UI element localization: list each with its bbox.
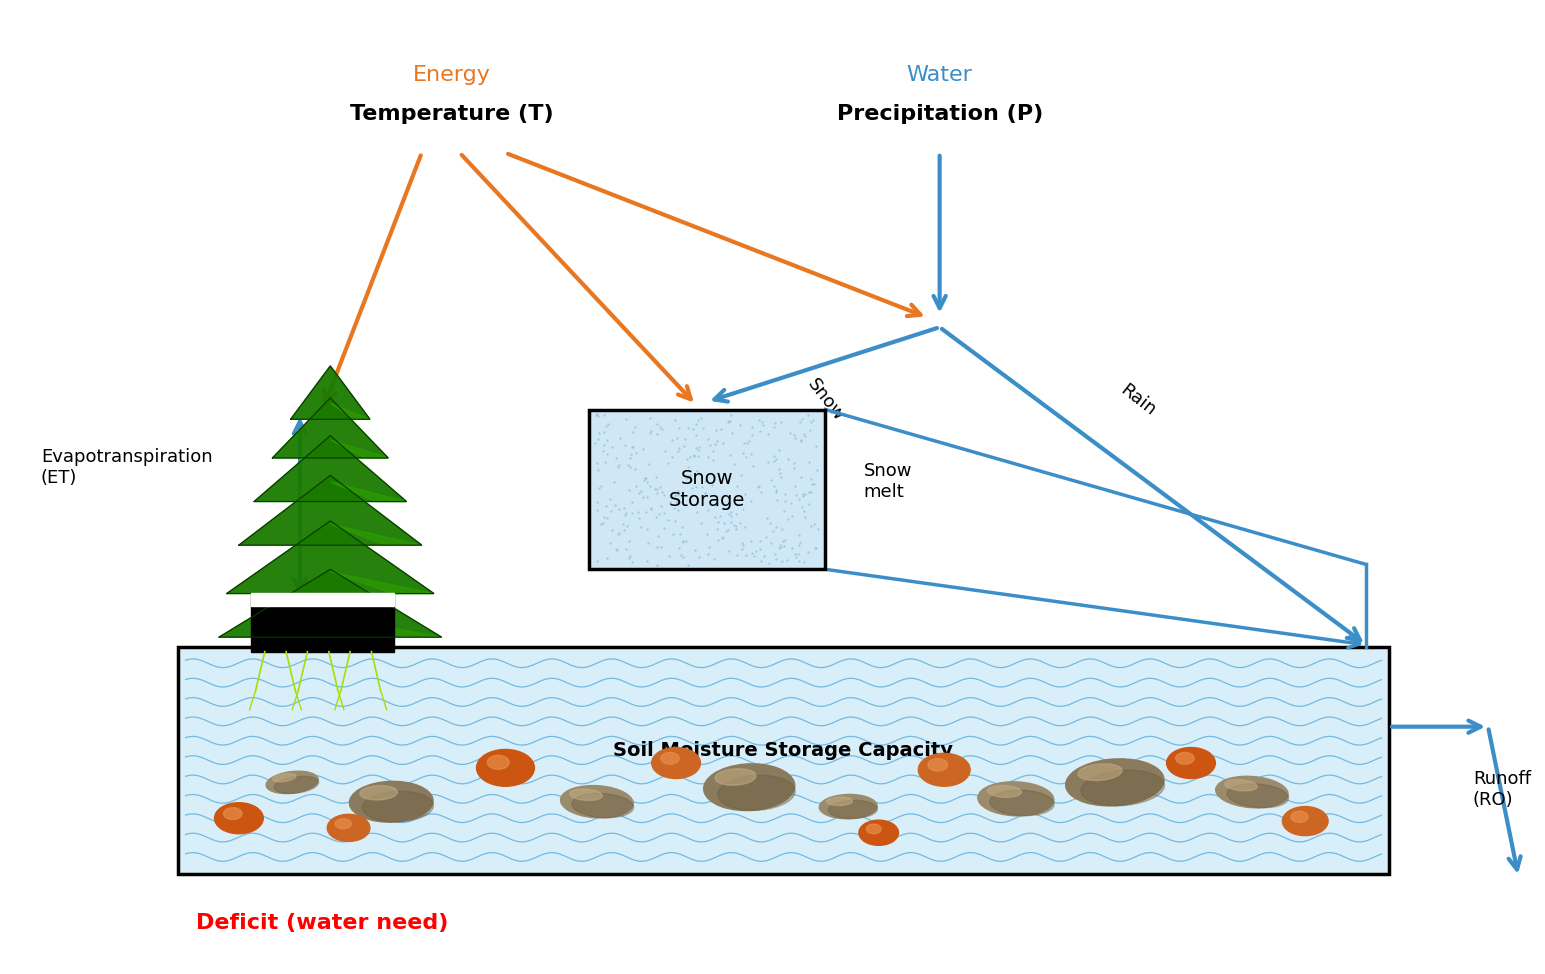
Text: Deficit (water need): Deficit (water need) [196,913,450,933]
Text: Snow
Storage: Snow Storage [669,468,746,510]
Circle shape [929,759,947,771]
Ellipse shape [978,782,1054,816]
Ellipse shape [272,773,297,782]
Ellipse shape [266,771,318,794]
Text: Evapotranspiration
(ET): Evapotranspiration (ET) [40,448,213,487]
Text: Snow: Snow [803,375,847,425]
Polygon shape [227,521,434,593]
Circle shape [476,749,535,786]
Polygon shape [219,570,442,637]
Ellipse shape [363,791,434,822]
Circle shape [661,753,680,765]
Ellipse shape [1227,784,1289,807]
Circle shape [1166,747,1216,778]
Ellipse shape [572,794,633,818]
Circle shape [335,819,351,829]
Ellipse shape [561,786,633,818]
Circle shape [1292,811,1309,822]
Text: Water: Water [907,65,972,86]
Circle shape [859,820,899,845]
Circle shape [918,753,970,786]
Text: Rain: Rain [1117,381,1159,419]
Ellipse shape [1066,759,1163,805]
Ellipse shape [360,786,397,800]
Ellipse shape [990,790,1054,815]
Ellipse shape [828,801,878,818]
Text: Soil Moisture Storage Capacity: Soil Moisture Storage Capacity [613,741,953,761]
Polygon shape [253,435,406,502]
Text: Energy: Energy [413,65,491,86]
Ellipse shape [349,781,433,822]
Circle shape [215,803,263,834]
Ellipse shape [1078,764,1122,780]
Circle shape [652,747,700,778]
Polygon shape [331,403,369,419]
Ellipse shape [570,789,603,801]
Ellipse shape [275,776,318,794]
Circle shape [328,814,369,842]
Bar [252,595,394,652]
Text: Temperature (T): Temperature (T) [351,104,555,124]
Circle shape [224,807,243,819]
Bar [178,647,1389,875]
Text: Snow
melt: Snow melt [864,462,912,501]
Ellipse shape [1225,779,1258,791]
Ellipse shape [715,768,756,785]
Ellipse shape [1216,776,1289,807]
Text: Precipitation (P): Precipitation (P) [836,104,1043,124]
Ellipse shape [718,775,796,810]
Ellipse shape [1082,770,1165,805]
Ellipse shape [987,785,1021,798]
Polygon shape [331,524,422,545]
Bar [252,592,394,606]
Text: Runoff
(RO): Runoff (RO) [1472,770,1531,809]
Ellipse shape [827,797,853,805]
Circle shape [867,824,881,834]
Polygon shape [239,475,422,545]
Polygon shape [331,572,434,593]
Polygon shape [290,366,369,419]
Circle shape [1282,806,1329,836]
Ellipse shape [703,764,794,810]
Ellipse shape [819,795,878,819]
Circle shape [1176,753,1194,765]
Polygon shape [272,398,388,458]
Polygon shape [331,482,406,502]
Polygon shape [331,440,388,458]
Bar [589,409,825,570]
Polygon shape [331,617,442,637]
Circle shape [487,755,510,769]
